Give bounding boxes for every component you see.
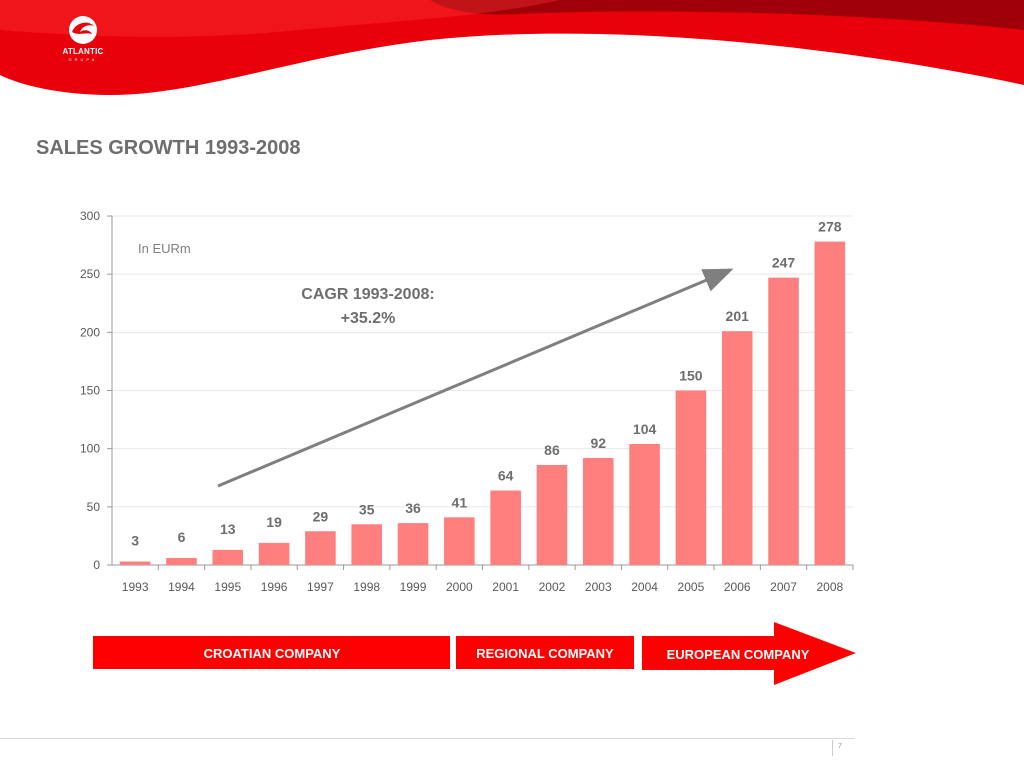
bar-1995 <box>212 549 244 565</box>
x-tick-label-2008: 2008 <box>816 580 843 594</box>
y-tick-label: 50 <box>87 500 101 514</box>
x-tick-label-2007: 2007 <box>770 580 797 594</box>
y-tick-label: 200 <box>80 325 100 339</box>
x-tick-label-2000: 2000 <box>446 580 473 594</box>
atlantic-logo <box>69 16 97 44</box>
x-axis-ticks: 1993 1994 1995 1996 1997 1998 1999 2000 2001 2002… <box>122 565 854 594</box>
data-label-2006: 201 <box>726 308 750 324</box>
footer-line <box>0 738 855 739</box>
cagr-line1: CAGR 1993-2008: <box>301 286 434 303</box>
x-tick-label-2003: 2003 <box>585 580 612 594</box>
data-label-1996: 19 <box>266 514 282 530</box>
bar-2006 <box>721 331 753 565</box>
bar-2000 <box>444 517 475 565</box>
slide-title: SALES GROWTH 1993-2008 <box>36 137 301 159</box>
header-wave-dark <box>430 0 1024 30</box>
x-tick-label-1999: 1999 <box>400 580 427 594</box>
x-tick-label-1996: 1996 <box>261 580 288 594</box>
growth-arrow <box>217 268 734 488</box>
x-tick-label-2004: 2004 <box>631 580 658 594</box>
bar-2003 <box>582 457 614 565</box>
data-label-1993: 3 <box>131 533 139 549</box>
data-label-2002: 86 <box>544 442 560 458</box>
data-label-1998: 35 <box>359 501 375 517</box>
bar-1997 <box>305 531 336 565</box>
data-label-1995: 13 <box>220 521 236 537</box>
x-tick-label-1995: 1995 <box>214 580 241 594</box>
y-tick-label: 100 <box>80 442 100 456</box>
y-tick-label: 0 <box>93 558 100 572</box>
bar-1996 <box>258 542 290 565</box>
header-wave-light <box>0 0 560 37</box>
x-tick-label-2006: 2006 <box>724 580 751 594</box>
bar-2004 <box>629 444 660 565</box>
bar-2005 <box>675 390 707 565</box>
x-tick-label-1994: 1994 <box>168 580 195 594</box>
bar-1999 <box>397 523 429 565</box>
phase-croatian-bar <box>93 636 450 669</box>
bars <box>119 241 846 566</box>
data-label-2000: 41 <box>452 494 468 510</box>
phase-regional-label: REGIONAL COMPANY <box>476 646 614 661</box>
data-label-2008: 278 <box>818 219 842 235</box>
bar-2002 <box>536 464 568 565</box>
x-tick-label-2002: 2002 <box>539 580 566 594</box>
bar-1993 <box>119 561 151 565</box>
data-label-1994: 6 <box>178 529 186 545</box>
data-label-2004: 104 <box>633 421 657 437</box>
cagr-line2: +35.2% <box>341 310 396 327</box>
data-label-2005: 150 <box>679 368 703 384</box>
phase-european-arrow <box>642 622 856 685</box>
y-tick-label: 300 <box>80 209 100 223</box>
data-label-1999: 36 <box>405 500 421 516</box>
data-label-2007: 247 <box>772 255 796 271</box>
phase-croatian-label: CROATIAN COMPANY <box>204 646 341 661</box>
logo-subtext: GRUPA <box>68 57 98 62</box>
data-label-2001: 64 <box>498 468 514 484</box>
bar-2007 <box>768 277 799 565</box>
phase-regional-bar <box>456 636 634 669</box>
page-number: 7 <box>838 743 842 750</box>
footer-separator <box>832 740 833 756</box>
y-axis-ticks: 0 50 100 150 200 250 300 <box>80 209 112 572</box>
y-tick-label: 250 <box>80 267 100 281</box>
phase-european-label: EUROPEAN COMPANY <box>667 647 810 662</box>
x-tick-label-1997: 1997 <box>307 580 334 594</box>
bar-2008 <box>814 241 846 566</box>
y-tick-label: 150 <box>80 384 100 398</box>
bar-2001 <box>490 490 521 565</box>
x-tick-label-2005: 2005 <box>678 580 705 594</box>
header-wave-main <box>0 0 1024 95</box>
x-tick-label-1993: 1993 <box>122 580 149 594</box>
data-label-2003: 92 <box>590 435 606 451</box>
unit-note: In EURm <box>138 241 191 256</box>
company-phases: CROATIAN COMPANY REGIONAL COMPANY EUROPE… <box>93 622 856 685</box>
bar-1994 <box>166 558 197 565</box>
data-label-1997: 29 <box>313 508 329 524</box>
header-wave <box>0 0 1024 95</box>
bar-1998 <box>351 524 383 565</box>
x-tick-label-1998: 1998 <box>353 580 380 594</box>
x-tick-label-2001: 2001 <box>492 580 519 594</box>
logo-text: ATLANTIC <box>62 47 104 56</box>
